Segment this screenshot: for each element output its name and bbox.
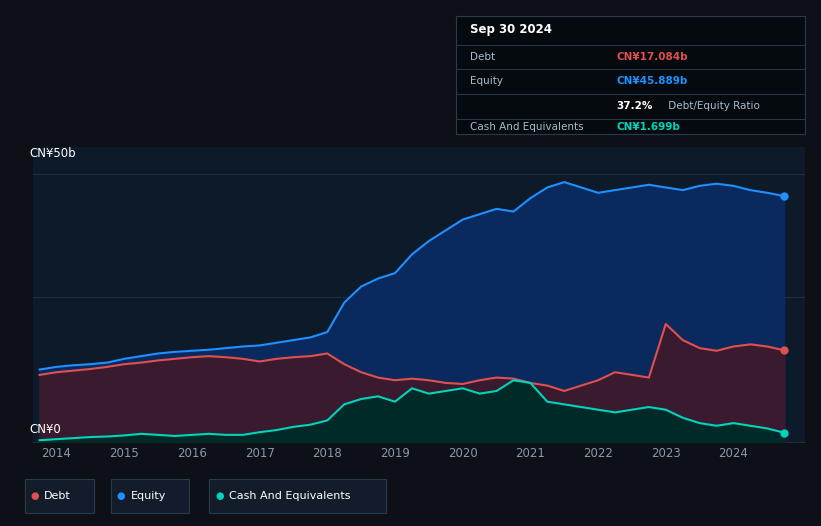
Text: Cash And Equivalents: Cash And Equivalents (229, 491, 351, 501)
Text: Equity: Equity (131, 491, 166, 501)
Text: Cash And Equivalents: Cash And Equivalents (470, 122, 583, 132)
Text: Debt: Debt (44, 491, 71, 501)
Text: 37.2%: 37.2% (616, 102, 653, 112)
Text: Sep 30 2024: Sep 30 2024 (470, 24, 552, 36)
Text: ●: ● (117, 491, 125, 501)
Text: CN¥1.699b: CN¥1.699b (616, 122, 680, 132)
Text: CN¥45.889b: CN¥45.889b (616, 76, 687, 86)
Text: ●: ● (215, 491, 223, 501)
Text: CN¥50b: CN¥50b (29, 147, 76, 160)
Text: Debt/Equity Ratio: Debt/Equity Ratio (665, 102, 760, 112)
Text: Debt: Debt (470, 52, 495, 62)
Text: Equity: Equity (470, 76, 502, 86)
Text: CN¥17.084b: CN¥17.084b (616, 52, 688, 62)
Text: ●: ● (30, 491, 39, 501)
Text: CN¥0: CN¥0 (29, 423, 61, 436)
